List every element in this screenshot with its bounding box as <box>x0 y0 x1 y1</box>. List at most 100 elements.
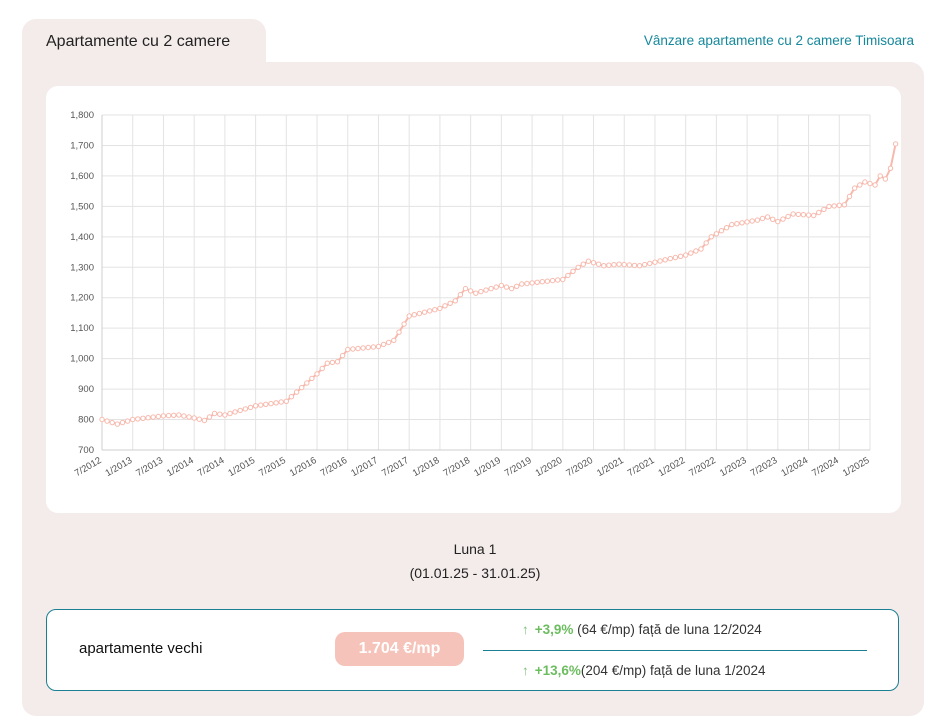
y-tick-label: 1,000 <box>70 354 94 365</box>
up-arrow-icon: ↑ <box>522 622 529 637</box>
data-point <box>191 415 197 421</box>
data-point <box>401 321 407 327</box>
data-point <box>437 305 443 312</box>
data-point <box>232 409 238 415</box>
data-point <box>775 218 781 225</box>
data-point <box>278 399 284 405</box>
data-point <box>186 414 192 420</box>
data-point <box>524 280 530 287</box>
data-point <box>723 225 730 231</box>
data-point <box>590 260 597 266</box>
data-point <box>703 240 709 246</box>
x-tick-label: 1/2017 <box>349 455 380 479</box>
x-tick-label: 1/2020 <box>534 455 565 479</box>
x-tick-label: 7/2024 <box>810 455 841 479</box>
x-tick-label: 7/2012 <box>73 455 104 479</box>
data-point <box>299 384 305 391</box>
y-tick-label: 700 <box>78 445 94 456</box>
up-arrow-icon: ↑ <box>522 663 529 678</box>
x-tick-label: 7/2016 <box>319 455 350 479</box>
data-point <box>391 337 397 344</box>
data-point <box>181 413 187 419</box>
data-point <box>227 410 233 417</box>
data-point <box>114 421 121 427</box>
data-point <box>222 412 228 418</box>
data-point <box>176 412 182 418</box>
data-point <box>739 220 745 226</box>
data-point <box>171 412 177 418</box>
data-point <box>595 261 602 267</box>
data-point <box>360 345 366 351</box>
x-tick-label: 1/2021 <box>595 455 626 479</box>
data-point <box>841 202 848 208</box>
y-tick-label: 1,500 <box>70 201 94 212</box>
data-point <box>411 312 417 318</box>
data-point <box>867 180 873 187</box>
data-point <box>698 246 704 252</box>
period-range: (01.01.25 - 31.01.25) <box>409 565 541 581</box>
data-point <box>652 259 658 265</box>
data-point <box>683 252 689 258</box>
data-point <box>836 202 842 209</box>
data-point <box>667 255 673 262</box>
data-point <box>764 214 771 220</box>
x-tick-label: 7/2014 <box>196 455 227 479</box>
data-point <box>708 234 714 240</box>
price-summary-box: apartamente vechi 1.704 €/mp ↑ +3,9% (64 … <box>46 609 899 691</box>
data-point <box>211 410 218 417</box>
price-chart-card: 700 800 900 1,000 1,100 1,200 1,300 1,400 1,500 1… <box>46 86 901 513</box>
data-point <box>99 416 105 423</box>
data-point <box>851 185 858 191</box>
data-point <box>780 216 786 222</box>
price-badge: 1.704 €/mp <box>335 632 464 666</box>
data-point <box>273 400 279 406</box>
data-point <box>355 345 361 352</box>
data-point <box>304 380 310 386</box>
category-tab-label: Apartamente cu 2 camere <box>46 33 231 50</box>
data-point <box>314 371 320 377</box>
data-point <box>826 203 832 210</box>
data-point <box>631 262 638 269</box>
data-point <box>857 182 863 188</box>
data-point <box>744 219 750 225</box>
data-point <box>442 303 448 309</box>
data-point <box>534 279 540 286</box>
data-point <box>135 416 141 422</box>
x-tick-label: 1/2023 <box>718 455 749 479</box>
data-point <box>319 365 325 372</box>
data-point <box>565 272 571 279</box>
x-tick-label: 1/2019 <box>472 455 503 479</box>
data-point <box>729 221 735 228</box>
data-point <box>140 415 146 421</box>
sale-listings-link[interactable]: Vânzare apartamente cu 2 camere Timisoar… <box>643 33 914 48</box>
data-point <box>805 212 812 218</box>
data-point <box>457 292 464 298</box>
data-point <box>165 412 172 419</box>
data-point <box>447 300 453 307</box>
x-tick-label: 1/2016 <box>288 455 319 479</box>
x-tick-label: 7/2023 <box>749 455 780 479</box>
data-point <box>145 415 151 421</box>
x-tick-label: 7/2017 <box>380 455 411 479</box>
data-point <box>862 179 868 185</box>
data-point <box>324 360 330 366</box>
data-point <box>749 218 755 224</box>
data-point <box>636 263 643 269</box>
data-point <box>473 290 479 296</box>
data-point <box>892 141 899 147</box>
data-point <box>263 401 269 407</box>
data-point <box>386 339 392 346</box>
data-point <box>529 280 535 286</box>
x-tick-label: 1/2015 <box>226 455 257 479</box>
data-point <box>380 341 387 348</box>
data-point <box>293 389 300 395</box>
data-point <box>514 283 520 290</box>
data-point <box>109 419 115 426</box>
data-point <box>734 221 740 227</box>
x-tick-label: 1/2014 <box>165 455 196 479</box>
data-point <box>130 416 136 423</box>
data-point <box>770 216 776 223</box>
data-point <box>237 407 243 414</box>
data-point <box>467 288 474 294</box>
data-point <box>626 262 633 268</box>
